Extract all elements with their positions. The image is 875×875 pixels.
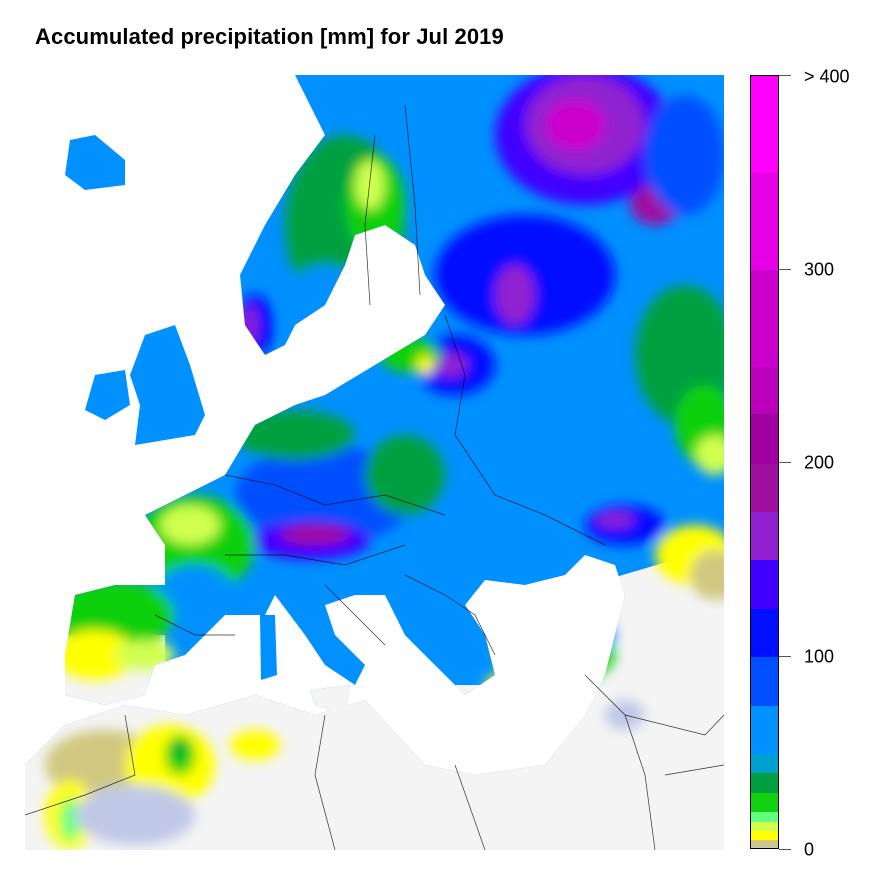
colorbar-band	[751, 270, 778, 367]
colorbar-label-200: 200	[804, 452, 835, 473]
precipitation-map	[25, 75, 724, 850]
colorbar-band	[751, 831, 778, 840]
colorbar-band	[751, 657, 778, 706]
map-raster	[25, 75, 724, 850]
colorbar-band	[751, 812, 778, 822]
colorbar-band	[751, 367, 778, 414]
colorbar-tick	[779, 656, 791, 657]
colorbar-band	[751, 793, 778, 812]
colorbar-band	[751, 822, 778, 831]
colorbar-band	[751, 706, 778, 754]
colorbar-tick	[779, 269, 791, 270]
colorbar-label-0: 0	[804, 839, 815, 860]
colorbar-band	[751, 773, 778, 793]
colorbar-label-300: 300	[804, 259, 835, 280]
colorbar-band	[751, 847, 778, 848]
colorbar	[750, 75, 779, 849]
colorbar-band	[751, 754, 778, 773]
colorbar-tick	[779, 75, 791, 76]
colorbar-band	[751, 173, 778, 270]
colorbar-label-100: 100	[804, 646, 835, 667]
colorbar-tick	[779, 462, 791, 463]
colorbar-band	[751, 609, 778, 657]
colorbar-band	[751, 76, 778, 173]
colorbar-band	[751, 560, 778, 609]
colorbar-tick	[779, 849, 791, 850]
colorbar-band	[751, 464, 778, 512]
colorbar-band	[751, 414, 778, 464]
map-title: Accumulated precipitation [mm] for Jul 2…	[35, 24, 504, 49]
colorbar-band	[751, 840, 778, 847]
colorbar-band	[751, 512, 778, 560]
colorbar-label-400: > 400	[804, 66, 850, 87]
